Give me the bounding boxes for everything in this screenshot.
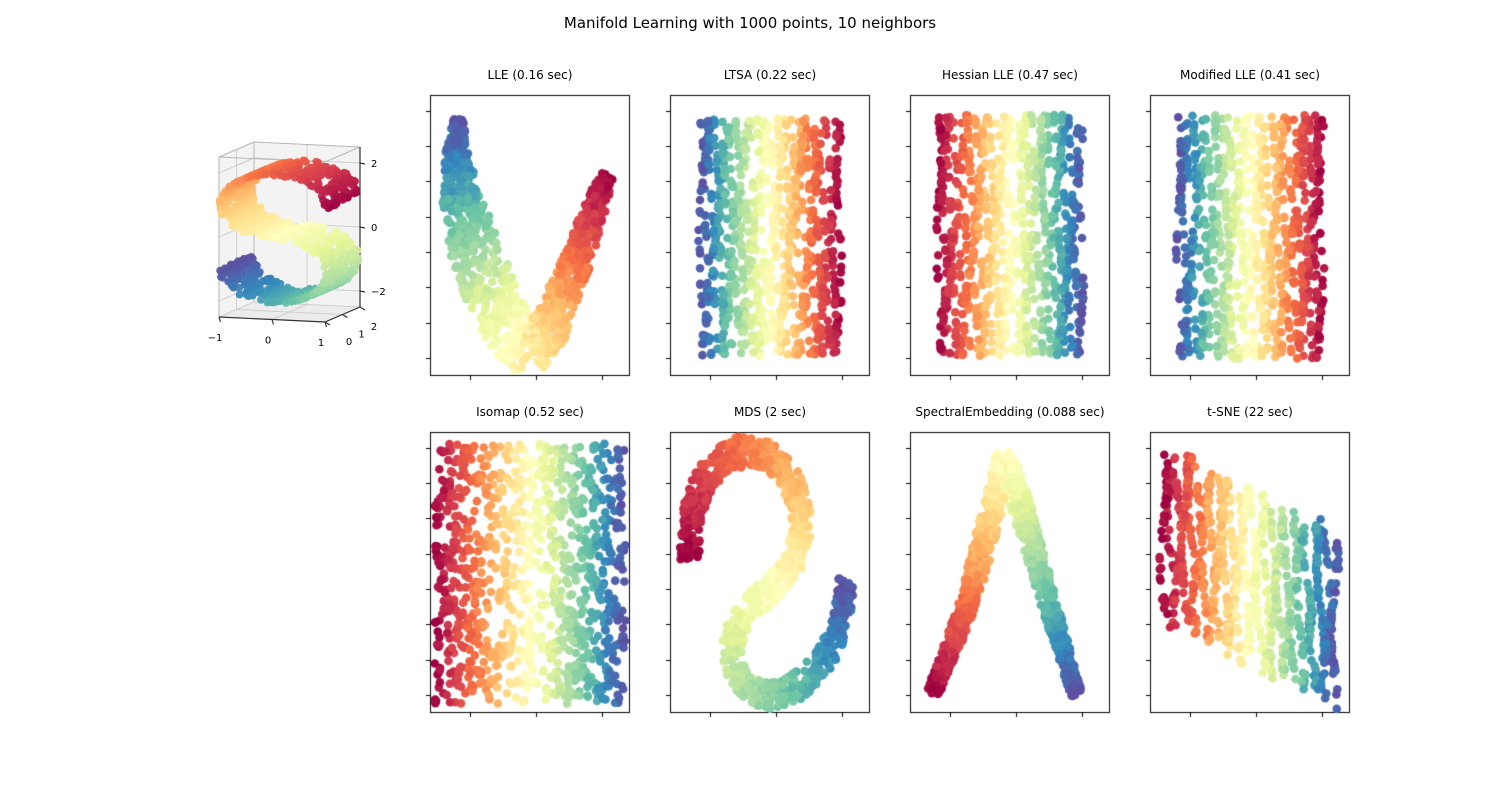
svg-text:1: 1 [358,330,364,341]
scatter-canvas-hessian-lle [904,89,1116,387]
svg-text:2: 2 [371,322,377,333]
svg-text:0: 0 [371,223,377,234]
subplot-title-spectral-embedding: SpectralEmbedding (0.088 sec) [915,405,1105,419]
subplot-title-ltsa: LTSA (0.22 sec) [723,68,817,82]
subplot-title-modified-lle: Modified LLE (0.41 sec) [1180,68,1320,82]
scatter-canvas-tsne [1144,426,1356,724]
figure-title: Manifold Learning with 1000 points, 10 n… [563,14,937,32]
subplot-mds: MDS (2 sec) [664,402,876,724]
subplot-title-mds: MDS (2 sec) [733,405,807,419]
subplot-isomap: Isomap (0.52 sec) [424,402,636,724]
subplot-title-hessian-lle: Hessian LLE (0.47 sec) [942,68,1078,82]
subplot-ltsa: LTSA (0.22 sec) [664,65,876,387]
svg-text:2: 2 [371,159,377,170]
scatter-canvas-tsne [904,426,1116,724]
scatter-canvas-ltsa [664,89,876,387]
subplot-title-isomap: Isomap (0.52 sec) [476,405,584,419]
scatter-canvas-isomap [424,426,636,724]
svg-text:−1: −1 [208,333,223,344]
svg-text:−2: −2 [371,287,386,298]
svg-text:0: 0 [265,336,271,347]
scatter-canvas-mds [664,426,876,724]
subplot-modified-lle: Modified LLE (0.41 sec) [1144,65,1356,387]
scatter-canvas-modified-lle [1144,89,1356,387]
subplot-tsne: t-SNE (22 sec) [1144,402,1356,724]
subplot-title-lle: LLE (0.16 sec) [487,68,573,82]
svg-text:1: 1 [318,338,324,349]
subplot-spectral-embedding: SpectralEmbedding (0.088 sec) [904,402,1116,724]
plot-3d-s-curve: −1 0 1 0 1 2 2 0 −2 [170,115,420,395]
subplot-lle: LLE (0.16 sec) [424,65,636,387]
subplot-hessian-lle: Hessian LLE (0.47 sec) [904,65,1116,387]
scatter-canvas-lle [424,89,636,387]
svg-text:0: 0 [346,337,352,348]
subplot-title-tsne: t-SNE (22 sec) [1207,405,1293,419]
